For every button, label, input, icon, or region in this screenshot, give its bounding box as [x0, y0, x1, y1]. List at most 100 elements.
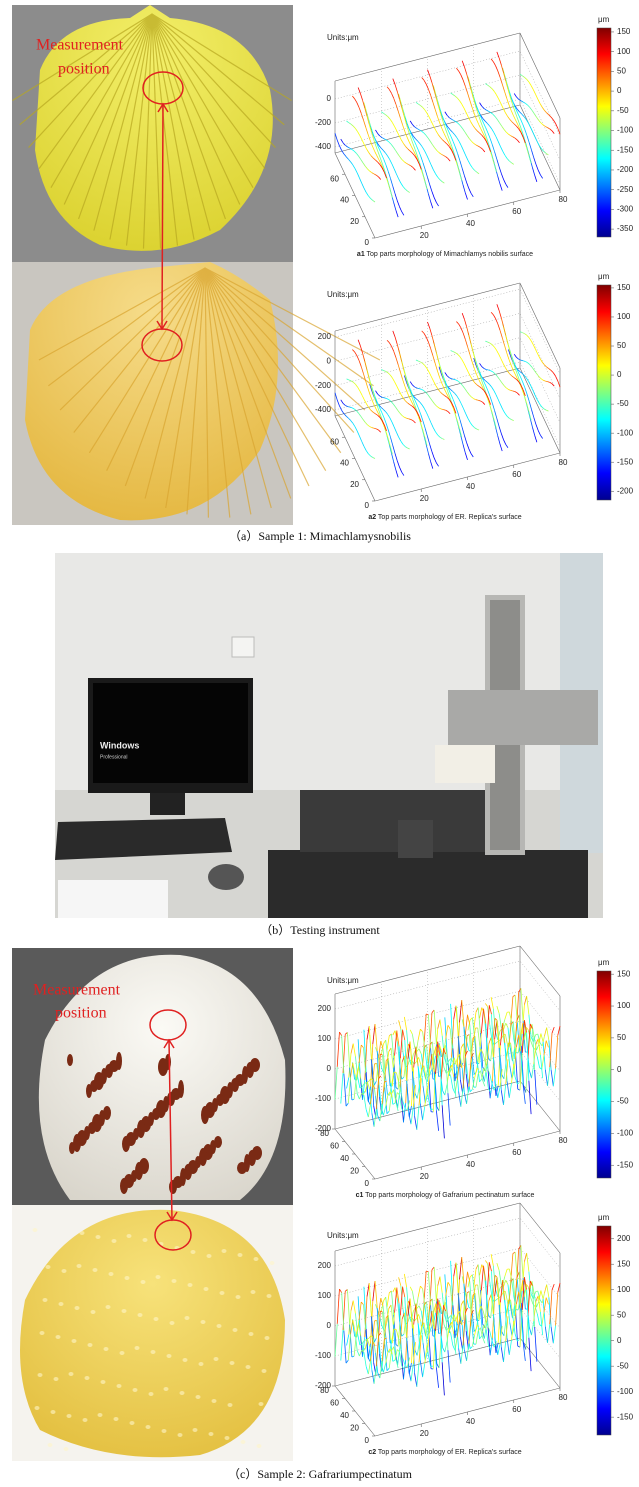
surface-mesh — [522, 1341, 526, 1361]
surface-mesh — [505, 387, 509, 390]
surface-mesh — [408, 1056, 412, 1065]
surface-mesh — [495, 318, 499, 324]
surface-mesh — [381, 167, 385, 173]
surface-mesh — [490, 370, 494, 373]
surface-mesh — [528, 81, 532, 86]
surface-mesh — [549, 382, 553, 385]
surface-mesh — [476, 1325, 480, 1327]
surface-mesh — [510, 365, 514, 371]
bump — [169, 1321, 175, 1325]
surface-mesh — [360, 1301, 364, 1305]
surface-mesh — [349, 1324, 353, 1358]
surface-mesh — [499, 1326, 503, 1345]
surface-mesh — [398, 178, 402, 184]
surface-mesh — [434, 147, 438, 151]
surface-mesh — [516, 1291, 520, 1304]
surface-mesh — [379, 407, 383, 413]
surface-mesh — [403, 370, 407, 379]
surface-mesh — [412, 143, 416, 150]
surface-mesh — [498, 1270, 502, 1285]
surface-mesh — [531, 409, 535, 418]
surface-mesh — [385, 371, 389, 374]
surface-mesh — [464, 1014, 468, 1035]
surface-mesh — [427, 193, 431, 202]
surface-mesh — [361, 139, 365, 145]
units-label: Units:μm — [327, 976, 359, 985]
surface-mesh — [436, 406, 440, 409]
surface-mesh — [367, 1343, 371, 1359]
surface-mesh — [518, 98, 522, 102]
surface-mesh — [386, 339, 390, 343]
surface-mesh — [410, 165, 414, 169]
surface-mesh — [390, 401, 394, 405]
surface-mesh — [388, 1047, 392, 1052]
surface-mesh — [506, 1081, 510, 1098]
surface-mesh — [466, 326, 470, 336]
surface-mesh — [433, 1046, 437, 1056]
surface-mesh — [443, 133, 447, 138]
bump — [155, 1275, 161, 1279]
surface-mesh — [509, 160, 512, 164]
colorbar-tick-label: -350 — [617, 224, 634, 233]
surface-mesh — [525, 119, 529, 124]
surface-mesh — [359, 1350, 363, 1357]
surface-mesh — [439, 436, 443, 439]
surface-mesh — [469, 1346, 473, 1349]
surface-mesh — [428, 88, 431, 96]
surface-mesh — [532, 390, 536, 396]
surface-mesh — [545, 1040, 549, 1048]
surface-mesh — [530, 385, 534, 391]
surface-mesh — [460, 435, 464, 445]
surface-mesh — [523, 1085, 527, 1093]
x-tick-label: 40 — [466, 1417, 475, 1426]
surface-mesh — [451, 1314, 455, 1326]
surface-mesh — [492, 1057, 496, 1086]
surface-mesh — [420, 414, 424, 422]
surface-mesh — [356, 102, 360, 108]
surface-mesh — [389, 374, 393, 379]
surface-mesh — [401, 1333, 405, 1337]
surface-mesh — [467, 1019, 471, 1031]
bump — [213, 1357, 219, 1361]
colorbar — [596, 284, 612, 501]
grid-line — [334, 1217, 561, 1269]
rib — [204, 267, 327, 472]
surface-mesh — [453, 407, 457, 414]
y-tick-label: 60 — [330, 174, 339, 183]
surface-mesh — [462, 128, 466, 133]
surface-mesh — [383, 424, 387, 431]
surface-mesh — [442, 121, 446, 129]
surface-mesh — [457, 1035, 461, 1080]
surface-mesh — [427, 1271, 432, 1306]
surface-mesh — [425, 444, 429, 454]
surface-mesh — [362, 162, 366, 167]
surface-mesh — [440, 114, 444, 122]
surface-mesh — [370, 1341, 374, 1362]
surface-mesh — [396, 1287, 400, 1304]
surface-mesh — [521, 1277, 525, 1310]
surface-mesh — [393, 1089, 397, 1103]
surface-mesh — [398, 1277, 402, 1286]
y-tick-label: 20 — [350, 217, 359, 226]
bump — [90, 1310, 96, 1314]
surface-mesh — [535, 1295, 539, 1302]
surface-mesh — [493, 132, 497, 137]
surface-mesh — [387, 155, 391, 160]
surface-mesh — [534, 395, 538, 401]
surface-mesh — [392, 1287, 396, 1293]
surface-mesh — [433, 90, 437, 99]
surface-mesh — [518, 1291, 522, 1309]
colorbar-tick-label: -50 — [617, 106, 629, 115]
surface-mesh — [422, 1288, 426, 1306]
surface-mesh — [394, 84, 398, 92]
surface-mesh — [444, 141, 448, 145]
surface-mesh — [447, 134, 451, 141]
surface-mesh — [441, 127, 445, 134]
surface-mesh — [527, 362, 531, 365]
surface-mesh — [524, 1020, 528, 1033]
surface-mesh — [410, 137, 414, 144]
surface-mesh — [516, 379, 519, 382]
surface-mesh — [426, 1301, 430, 1333]
surface-mesh — [514, 366, 518, 374]
surface-mesh — [474, 427, 478, 430]
